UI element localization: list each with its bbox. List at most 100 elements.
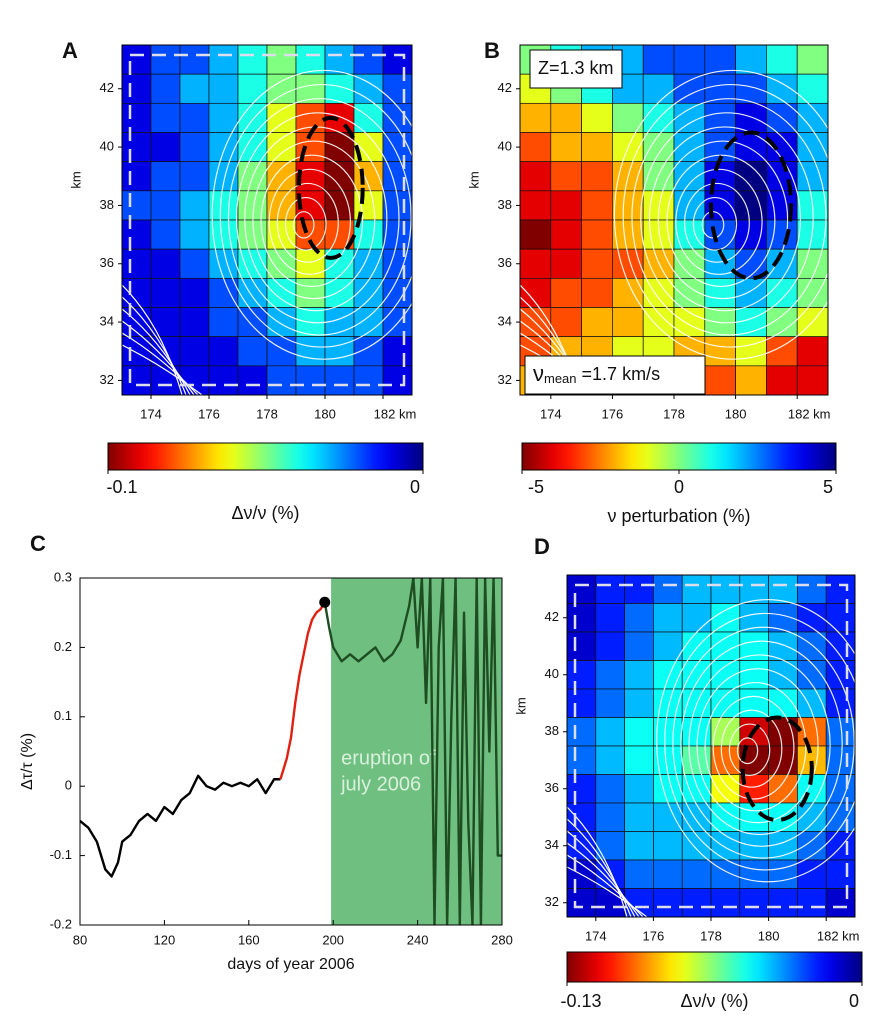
y-tick-label: 0.3 — [54, 569, 72, 584]
cell — [324, 336, 355, 367]
contour — [640, 112, 814, 324]
cell — [353, 277, 384, 308]
annotation-text: Z=1.3 km — [538, 58, 614, 78]
heatmap — [122, 45, 412, 395]
cell — [653, 802, 683, 832]
cell — [735, 365, 767, 395]
cell — [825, 688, 855, 718]
cell — [520, 132, 552, 163]
y-tick-label: -0.1 — [50, 847, 72, 862]
cell — [581, 307, 613, 338]
colorbar-tick-label: -5 — [528, 477, 544, 497]
cell — [567, 745, 597, 775]
colorbar-label: Δν/ν (%) — [680, 991, 748, 1011]
cell — [567, 802, 597, 832]
cell — [179, 132, 210, 163]
cell — [324, 73, 355, 104]
cell — [567, 603, 597, 633]
cell — [208, 365, 239, 395]
panel-letter: C — [30, 531, 46, 556]
cell — [642, 307, 675, 338]
y-tick-label: 42 — [498, 80, 512, 95]
cell — [825, 575, 855, 604]
cell — [673, 45, 706, 75]
x-tick-label: 178 — [700, 928, 722, 943]
cell — [382, 248, 412, 279]
cell — [179, 277, 210, 308]
cell — [681, 575, 712, 604]
cell — [179, 73, 210, 104]
cell — [550, 277, 582, 308]
y-axis-label: km — [513, 697, 528, 714]
cell — [595, 717, 625, 747]
cell — [150, 132, 181, 163]
colorbar — [521, 442, 837, 471]
contour — [657, 140, 789, 300]
cell — [653, 859, 683, 889]
cell — [581, 190, 613, 221]
annotation: νmean =1.7 km/s — [533, 361, 660, 387]
annotation-text: =1.7 km/s — [577, 364, 661, 384]
cell — [567, 660, 597, 690]
cell — [797, 888, 827, 917]
cell — [735, 45, 767, 75]
contour — [680, 640, 843, 847]
y-tick-label: -0.2 — [50, 916, 72, 931]
cell — [704, 45, 736, 75]
y-tick-label: 0 — [65, 778, 72, 793]
cell — [520, 190, 552, 221]
cell — [796, 45, 828, 75]
contour — [211, 69, 412, 360]
x-tick-label: 174 — [585, 928, 607, 943]
contour — [284, 196, 327, 251]
cell — [208, 132, 239, 163]
cell — [122, 248, 152, 279]
annotation-subscript: mean — [544, 371, 577, 386]
cell — [595, 745, 625, 775]
x-tick-label: 280 — [491, 932, 513, 947]
cell — [739, 575, 769, 604]
contour — [252, 140, 376, 300]
contour — [666, 154, 776, 288]
colorbar — [107, 442, 424, 471]
x-tick-label: 178 — [663, 406, 685, 421]
colorbar-tick-label: 0 — [674, 477, 684, 497]
cell — [179, 248, 210, 279]
series-line — [279, 601, 326, 780]
cell — [653, 603, 683, 633]
heatmap — [567, 575, 855, 917]
cell — [324, 277, 355, 308]
cell — [150, 219, 181, 250]
cell — [796, 336, 828, 367]
contour — [728, 723, 771, 776]
cell — [550, 132, 582, 163]
cell — [122, 365, 152, 395]
cell — [237, 45, 268, 75]
y-tick-label: 32 — [498, 372, 512, 387]
cell — [208, 45, 239, 75]
contour — [720, 709, 783, 788]
annotation-box — [529, 49, 623, 89]
cell — [567, 631, 597, 661]
cell — [237, 365, 268, 395]
cell — [710, 603, 741, 633]
cell — [382, 336, 412, 367]
lines — [80, 578, 502, 925]
cell — [624, 745, 654, 775]
cell — [704, 365, 736, 395]
cell — [673, 73, 706, 104]
x-tick-label: 160 — [238, 932, 260, 947]
cell — [353, 45, 384, 75]
x-tick-label: 182 km — [788, 406, 831, 421]
cell — [797, 575, 827, 604]
cell — [208, 190, 239, 221]
cell — [825, 831, 855, 861]
y-tick-label: 36 — [545, 780, 559, 795]
cell — [266, 161, 297, 192]
cell — [520, 219, 552, 250]
contour — [622, 84, 828, 348]
colorbar-label: Δν/ν (%) — [231, 503, 299, 523]
cell — [704, 219, 736, 250]
cell — [673, 277, 706, 308]
